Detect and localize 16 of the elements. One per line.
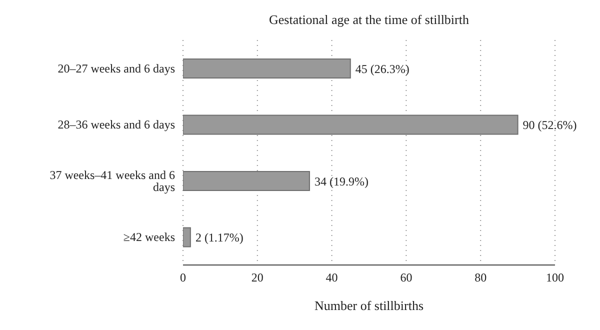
data-label: 2 (1.17%) [195, 230, 244, 245]
data-label: 34 (19.9%) [314, 174, 368, 188]
x-tick-label: 60 [400, 270, 412, 285]
data-label: 90 (52.6%) [522, 118, 577, 132]
x-tick-label: 80 [474, 270, 487, 285]
y-tick-label: 37 weeks–41 weeks and 6 days [50, 168, 176, 194]
x-axis-title: Number of stillbirths [314, 298, 424, 313]
y-tick-label: 28–36 weeks and 6 days [58, 118, 176, 132]
x-tick-label: 0 [180, 270, 186, 285]
x-tick-label: 20 [251, 270, 264, 285]
y-tick-label: 20–27 weeks and 6 days [58, 61, 176, 76]
x-tick-label: 100 [546, 270, 564, 285]
y-tick-label: ≥42 weeks [123, 230, 176, 244]
data-label: 45 (26.3%) [355, 62, 410, 76]
x-tick-label: 40 [326, 270, 338, 285]
chart-title: Gestational age at the time of stillbirth [268, 12, 470, 28]
